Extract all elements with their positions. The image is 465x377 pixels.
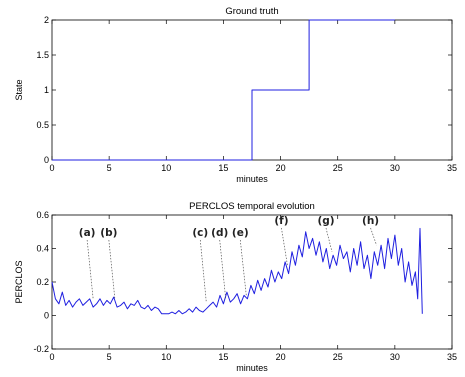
annotation-leader — [239, 239, 247, 296]
x-tick-label: 0 — [49, 352, 54, 362]
x-tick-label: 10 — [161, 352, 171, 362]
x-axis-label: minutes — [236, 174, 268, 184]
chart-title: PERCLOS temporal evolution — [189, 201, 315, 212]
y-axis-label: PERCLOS — [14, 260, 24, 303]
annotation-label: (h) — [362, 215, 379, 227]
annotation-leader — [199, 239, 207, 303]
y-tick-label: 0.5 — [36, 120, 49, 130]
annotation-label: (b) — [100, 227, 117, 239]
x-axis-label: minutes — [236, 363, 268, 373]
annotation-label: (f) — [274, 215, 288, 227]
x-tick-label: 30 — [390, 352, 400, 362]
x-tick-label: 5 — [107, 352, 112, 362]
annotation-leader — [281, 227, 288, 266]
annotation-label: (e) — [232, 227, 249, 239]
x-tick-label: 0 — [49, 163, 54, 173]
y-tick-label: 1.5 — [36, 50, 49, 60]
annotation-leader — [370, 227, 377, 246]
y-tick-label: 0.4 — [36, 244, 49, 254]
x-tick-label: 5 — [107, 163, 112, 173]
y-tick-label: 2 — [44, 15, 49, 25]
y-tick-label: 0 — [44, 311, 49, 321]
x-tick-label: 35 — [447, 163, 457, 173]
x-tick-label: 25 — [333, 163, 343, 173]
annotation-label: (a) — [79, 227, 96, 239]
y-tick-label: -0.2 — [33, 344, 49, 354]
y-tick-label: 0.2 — [36, 277, 49, 287]
chart-title: Ground truth — [225, 6, 278, 17]
x-tick-label: 10 — [161, 163, 171, 173]
y-axis-label: State — [14, 79, 24, 100]
series-line-1 — [52, 19, 395, 161]
x-tick-label: 30 — [390, 163, 400, 173]
y-tick-label: 0 — [44, 155, 49, 165]
series-line-1 — [51, 227, 423, 315]
y-tick-label: 1 — [44, 85, 49, 95]
annotation-label: (g) — [317, 215, 334, 227]
annotation-leader — [219, 239, 227, 299]
x-tick-label: 20 — [276, 352, 286, 362]
annotation-leader — [325, 227, 333, 252]
x-tick-label: 15 — [218, 352, 228, 362]
x-tick-label: 15 — [218, 163, 228, 173]
annotation-label: (d) — [211, 227, 228, 239]
annotation-leader — [86, 239, 94, 299]
chart-1: 0 5 10 15 20 25 30 35 0 0.5 1 1.5 2 Ground truth minut… — [14, 6, 457, 184]
x-tick-label: 20 — [276, 163, 286, 173]
annotation-label: (c) — [192, 227, 208, 239]
annotation-leader — [108, 239, 116, 299]
y-tick-label: 0.6 — [36, 210, 49, 220]
x-tick-label: 25 — [333, 352, 343, 362]
x-tick-label: 35 — [447, 352, 457, 362]
